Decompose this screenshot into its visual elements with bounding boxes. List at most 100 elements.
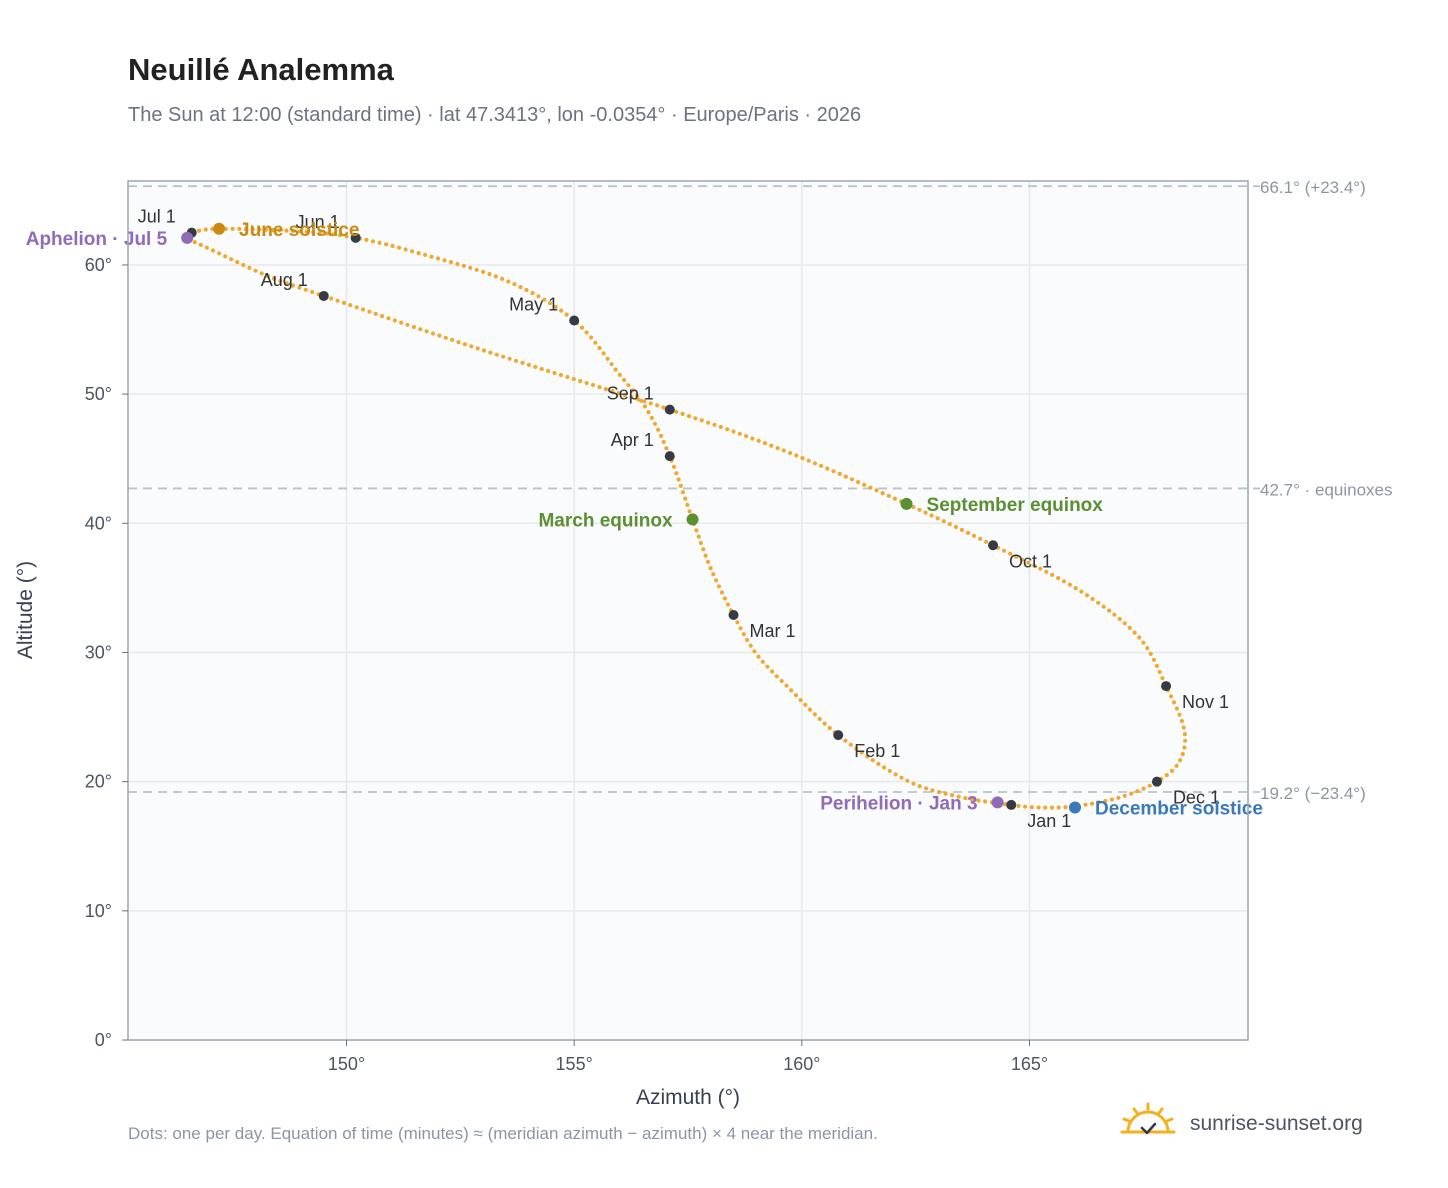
daily-sun-dot — [593, 340, 598, 345]
month-marker-label: Mar 1 — [750, 621, 796, 641]
month-marker-dot — [1006, 799, 1017, 810]
daily-sun-dot — [936, 790, 942, 795]
daily-sun-dot — [911, 781, 916, 786]
daily-sun-dot — [558, 372, 564, 378]
brand[interactable]: sunrise-sunset.org — [1120, 1098, 1400, 1148]
daily-sun-dot — [762, 441, 768, 446]
daily-sun-dot — [712, 422, 717, 427]
daily-sun-dot — [1135, 789, 1140, 794]
daily-sun-dot — [284, 281, 289, 286]
daily-sun-dot — [917, 784, 922, 789]
daily-sun-dot — [272, 276, 277, 281]
daily-sun-dot — [235, 260, 240, 265]
daily-sun-dot — [405, 322, 410, 327]
daily-sun-dot — [329, 296, 334, 301]
daily-sun-dot — [917, 507, 922, 512]
daily-sun-dot — [652, 421, 658, 426]
daily-sun-dot — [1090, 596, 1095, 602]
daily-sun-dot — [423, 252, 428, 257]
daily-sun-dot — [880, 491, 885, 496]
daily-sun-dot — [530, 291, 535, 296]
daily-sun-dot — [520, 360, 525, 365]
y-tick-label: 50° — [85, 384, 112, 404]
brand-link[interactable]: sunrise-sunset.org — [1190, 1112, 1363, 1135]
daily-sun-dot — [956, 794, 961, 799]
daily-sun-dot — [1129, 791, 1134, 796]
reference-line-label: 19.2° (−23.4°) — [1260, 784, 1366, 803]
daily-sun-dot — [687, 509, 692, 514]
daily-sun-dot — [1008, 551, 1013, 556]
daily-sun-dot — [1023, 804, 1028, 809]
month-marker-label: Feb 1 — [854, 741, 900, 761]
daily-sun-dot — [719, 590, 725, 595]
month-marker-dot — [833, 730, 844, 741]
daily-sun-dot — [1063, 805, 1068, 810]
daily-sun-dot — [331, 232, 336, 237]
daily-sun-dot — [1038, 566, 1043, 571]
daily-sun-dot — [335, 298, 340, 303]
daily-sun-dot — [870, 758, 875, 763]
month-marker-dot — [1151, 776, 1162, 787]
daily-sun-dot — [536, 294, 541, 299]
month-marker-dot — [664, 451, 675, 462]
daily-sun-dot — [403, 247, 408, 252]
daily-sun-dot — [646, 410, 651, 415]
daily-sun-dot — [756, 654, 761, 659]
daily-sun-dot — [605, 356, 610, 361]
daily-sun-dot — [629, 395, 634, 400]
y-tick-label: 40° — [85, 513, 112, 533]
event-marker-dot — [213, 222, 226, 235]
daily-sun-dot — [765, 664, 770, 669]
daily-sun-dot — [1103, 798, 1108, 804]
daily-sun-dot — [642, 399, 647, 404]
daily-sun-dot — [217, 251, 222, 256]
daily-sun-dot — [341, 300, 347, 305]
daily-sun-dot — [843, 474, 848, 479]
daily-sun-dot — [886, 493, 891, 498]
daily-sun-dot — [1180, 751, 1185, 757]
daily-sun-dot — [430, 331, 436, 336]
daily-sun-dot — [622, 377, 627, 383]
daily-sun-dot — [1090, 801, 1095, 806]
daily-sun-dot — [806, 458, 811, 463]
daily-sun-dot — [546, 368, 551, 374]
x-axis-label: Azimuth (°) — [636, 1086, 740, 1109]
daily-sun-dot — [448, 260, 454, 265]
daily-sun-dot — [297, 285, 302, 290]
daily-sun-dot — [204, 245, 209, 250]
daily-sun-dot — [291, 228, 296, 233]
daily-sun-dot — [781, 448, 786, 453]
daily-sun-dot — [597, 345, 602, 351]
daily-sun-dot — [277, 228, 282, 233]
daily-sun-dot — [270, 227, 275, 233]
plot-frame — [127, 180, 1249, 1041]
daily-sun-dot — [399, 320, 404, 325]
daily-sun-dot — [455, 261, 460, 267]
month-marker-dot — [1161, 681, 1172, 692]
daily-sun-dot — [1096, 600, 1101, 605]
daily-sun-dot — [1014, 554, 1019, 559]
daily-sun-dot — [1044, 569, 1049, 574]
daily-sun-dot — [1141, 786, 1146, 791]
daily-sun-dot — [1164, 773, 1169, 778]
daily-sun-dot — [1096, 800, 1101, 805]
daily-sun-dot — [253, 268, 258, 273]
daily-sun-dot — [474, 267, 479, 272]
daily-sun-dot — [725, 427, 730, 432]
daily-sun-dot — [738, 626, 743, 631]
daily-sun-dot — [241, 262, 246, 268]
daily-sun-dot — [756, 438, 761, 443]
daily-sun-dot — [701, 547, 706, 552]
daily-sun-dot — [237, 226, 242, 231]
daily-sun-dot — [831, 469, 836, 474]
daily-sun-dot — [397, 245, 402, 250]
sun-logo-icon — [1120, 1102, 1176, 1135]
month-marker-label: Oct 1 — [1009, 551, 1052, 571]
month-marker-dot — [569, 315, 580, 326]
daily-sun-dot — [983, 799, 988, 804]
daily-sun-dot — [899, 775, 904, 780]
daily-sun-dot — [694, 528, 699, 533]
daily-sun-dot — [462, 342, 467, 347]
daily-sun-dot — [469, 344, 474, 349]
daily-sun-dot — [609, 362, 614, 367]
